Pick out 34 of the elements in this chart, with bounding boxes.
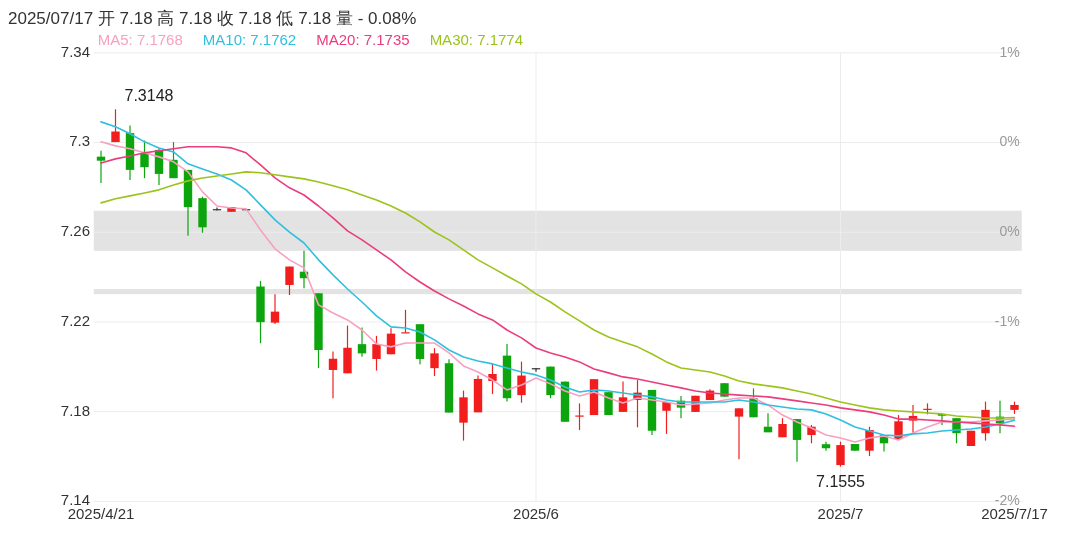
text: MA30: 7.1774 — [429, 30, 524, 48]
candlestick — [357, 326, 367, 358]
annotation: -1% — [994, 312, 1020, 329]
y-tick-label: 7.22 — [60, 311, 90, 329]
candlestick — [734, 407, 744, 460]
candlestick — [517, 361, 526, 404]
candlestick — [169, 141, 178, 179]
y-tick-label: 7.26 — [60, 222, 90, 240]
candlestick — [111, 108, 120, 143]
annotation: 1% — [999, 43, 1020, 60]
candlestick — [96, 150, 106, 184]
candlestick — [575, 402, 584, 431]
candlestick — [821, 441, 831, 452]
chart-title: 2025/07/17 开 7.18 高 7.18 收 7.18 低 7.18 量 - 0.08% — [8, 9, 417, 28]
candlestick — [328, 350, 338, 399]
x-tick-label: 2025/6 — [513, 505, 559, 523]
text: MA20: 7.1735 — [316, 30, 410, 48]
candlestick — [270, 293, 280, 325]
candlestick — [401, 309, 410, 334]
y-tick-label: 7.18 — [60, 401, 90, 419]
text: MA10: 7.1762 — [202, 30, 297, 48]
candlestick — [662, 401, 671, 435]
candlestick — [372, 335, 381, 372]
annotation: 7.3148 — [124, 87, 174, 105]
candlestick — [430, 347, 439, 377]
annotation: 7.1555 — [816, 472, 866, 490]
annotation: 0% — [999, 222, 1020, 239]
text: MA5: 7.1768 — [97, 30, 183, 48]
y-tick-label: 7.34 — [60, 42, 90, 60]
x-tick-label: 2025/7 — [817, 505, 864, 523]
candlestick — [836, 441, 845, 468]
annotation: 0% — [999, 133, 1020, 150]
y-tick-label: 7.3 — [69, 132, 90, 150]
candlestick — [285, 265, 294, 296]
